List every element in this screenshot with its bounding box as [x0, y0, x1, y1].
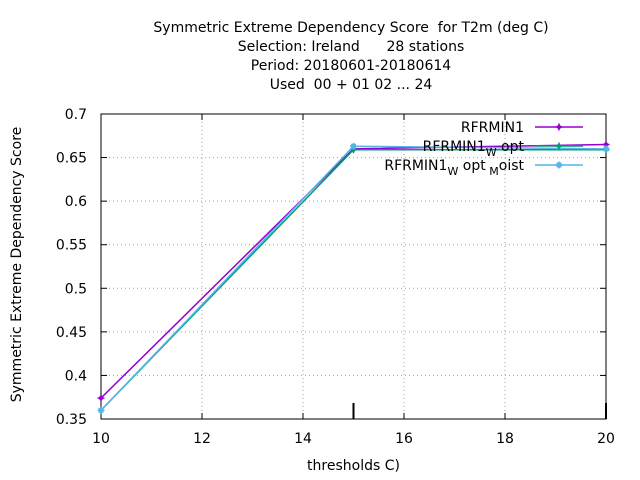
grid — [101, 114, 606, 419]
data-point — [97, 406, 105, 414]
y-tick-label: 0.55 — [56, 238, 87, 254]
y-tick-label: 0.7 — [65, 107, 87, 123]
annotations — [352, 403, 607, 419]
title-line: Selection: Ireland 28 stations — [238, 39, 465, 55]
series — [97, 141, 610, 414]
y-axis-label: Symmetric Extreme Dependency Score — [9, 127, 25, 403]
x-tick-label: 12 — [193, 431, 211, 447]
title-line: Period: 20180601-20180614 — [251, 58, 451, 74]
title-line: Used 00 + 01 02 ... 24 — [270, 77, 433, 93]
x-tick-label: 20 — [597, 431, 615, 447]
x-tick-label: 18 — [496, 431, 514, 447]
y-tick-label: 0.35 — [56, 412, 87, 428]
x-axis: 10 12 14 16 18 20 — [92, 114, 615, 447]
point-mark — [351, 143, 356, 149]
y-tick-label: 0.45 — [56, 325, 87, 341]
chart-title: Symmetric Extreme Dependency Score for T… — [153, 20, 548, 93]
y-axis: 0.35 0.4 0.45 0.5 0.55 0.6 0.65 0.7 — [56, 107, 606, 428]
title-line: Symmetric Extreme Dependency Score for T… — [153, 20, 548, 36]
legend-label: RFRMIN1 — [461, 120, 524, 136]
y-tick-label: 0.6 — [65, 194, 87, 210]
y-tick-label: 0.5 — [65, 281, 87, 297]
x-tick-label: 10 — [92, 431, 110, 447]
point-mark — [98, 395, 104, 401]
x-tick-label: 14 — [294, 431, 312, 447]
point-mark — [603, 146, 609, 152]
legend-marker — [556, 124, 562, 130]
point-mark — [603, 142, 609, 147]
plot-frame — [100, 113, 607, 420]
data-point — [350, 142, 357, 150]
legend-marker — [556, 162, 562, 168]
point-mark — [98, 407, 104, 413]
data-point — [602, 145, 610, 153]
series-line — [100, 148, 606, 411]
y-tick-label: 0.65 — [56, 151, 87, 167]
x-axis-label: thresholds C) — [307, 458, 400, 474]
y-tick-label: 0.4 — [65, 368, 87, 384]
legend-marker — [556, 143, 562, 149]
series-line — [100, 143, 607, 399]
x-tick-label: 16 — [395, 431, 413, 447]
data-point — [97, 394, 105, 402]
series-line — [100, 145, 607, 411]
legend-label: RFRMIN1W opt — [423, 139, 525, 159]
legend-label: RFRMIN1W opt Moist — [384, 158, 524, 178]
